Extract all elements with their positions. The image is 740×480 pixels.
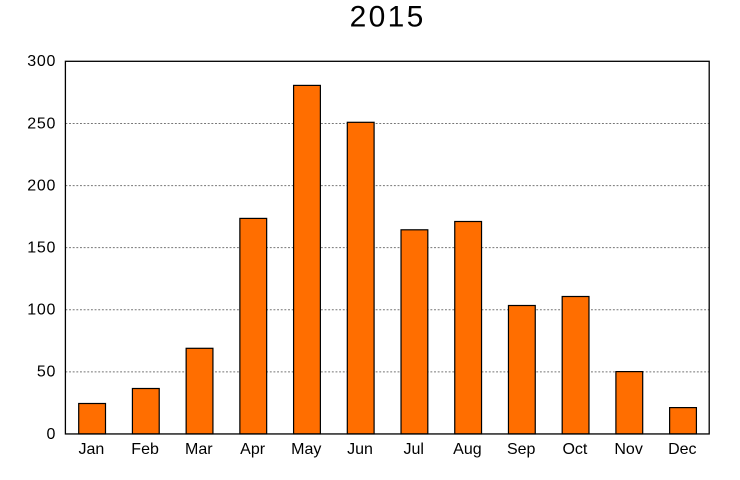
svg-text:Sep: Sep [507,441,536,458]
svg-text:Feb: Feb [131,441,159,458]
svg-text:2015: 2015 [350,0,426,33]
svg-text:Aug: Aug [453,441,481,458]
svg-text:150: 150 [27,240,56,257]
svg-text:0: 0 [47,426,57,443]
svg-text:Mar: Mar [185,441,213,458]
svg-text:250: 250 [27,115,56,132]
svg-text:50: 50 [37,364,56,381]
svg-text:Jun: Jun [347,441,373,458]
svg-text:Apr: Apr [240,441,266,458]
svg-text:100: 100 [27,302,56,319]
svg-text:May: May [291,441,321,458]
svg-text:Dec: Dec [668,441,696,458]
svg-text:Nov: Nov [614,441,642,458]
svg-text:Oct: Oct [562,441,587,458]
svg-text:Jan: Jan [79,441,105,458]
svg-text:200: 200 [27,177,56,194]
svg-text:300: 300 [27,53,56,70]
svg-text:Jul: Jul [403,441,423,458]
